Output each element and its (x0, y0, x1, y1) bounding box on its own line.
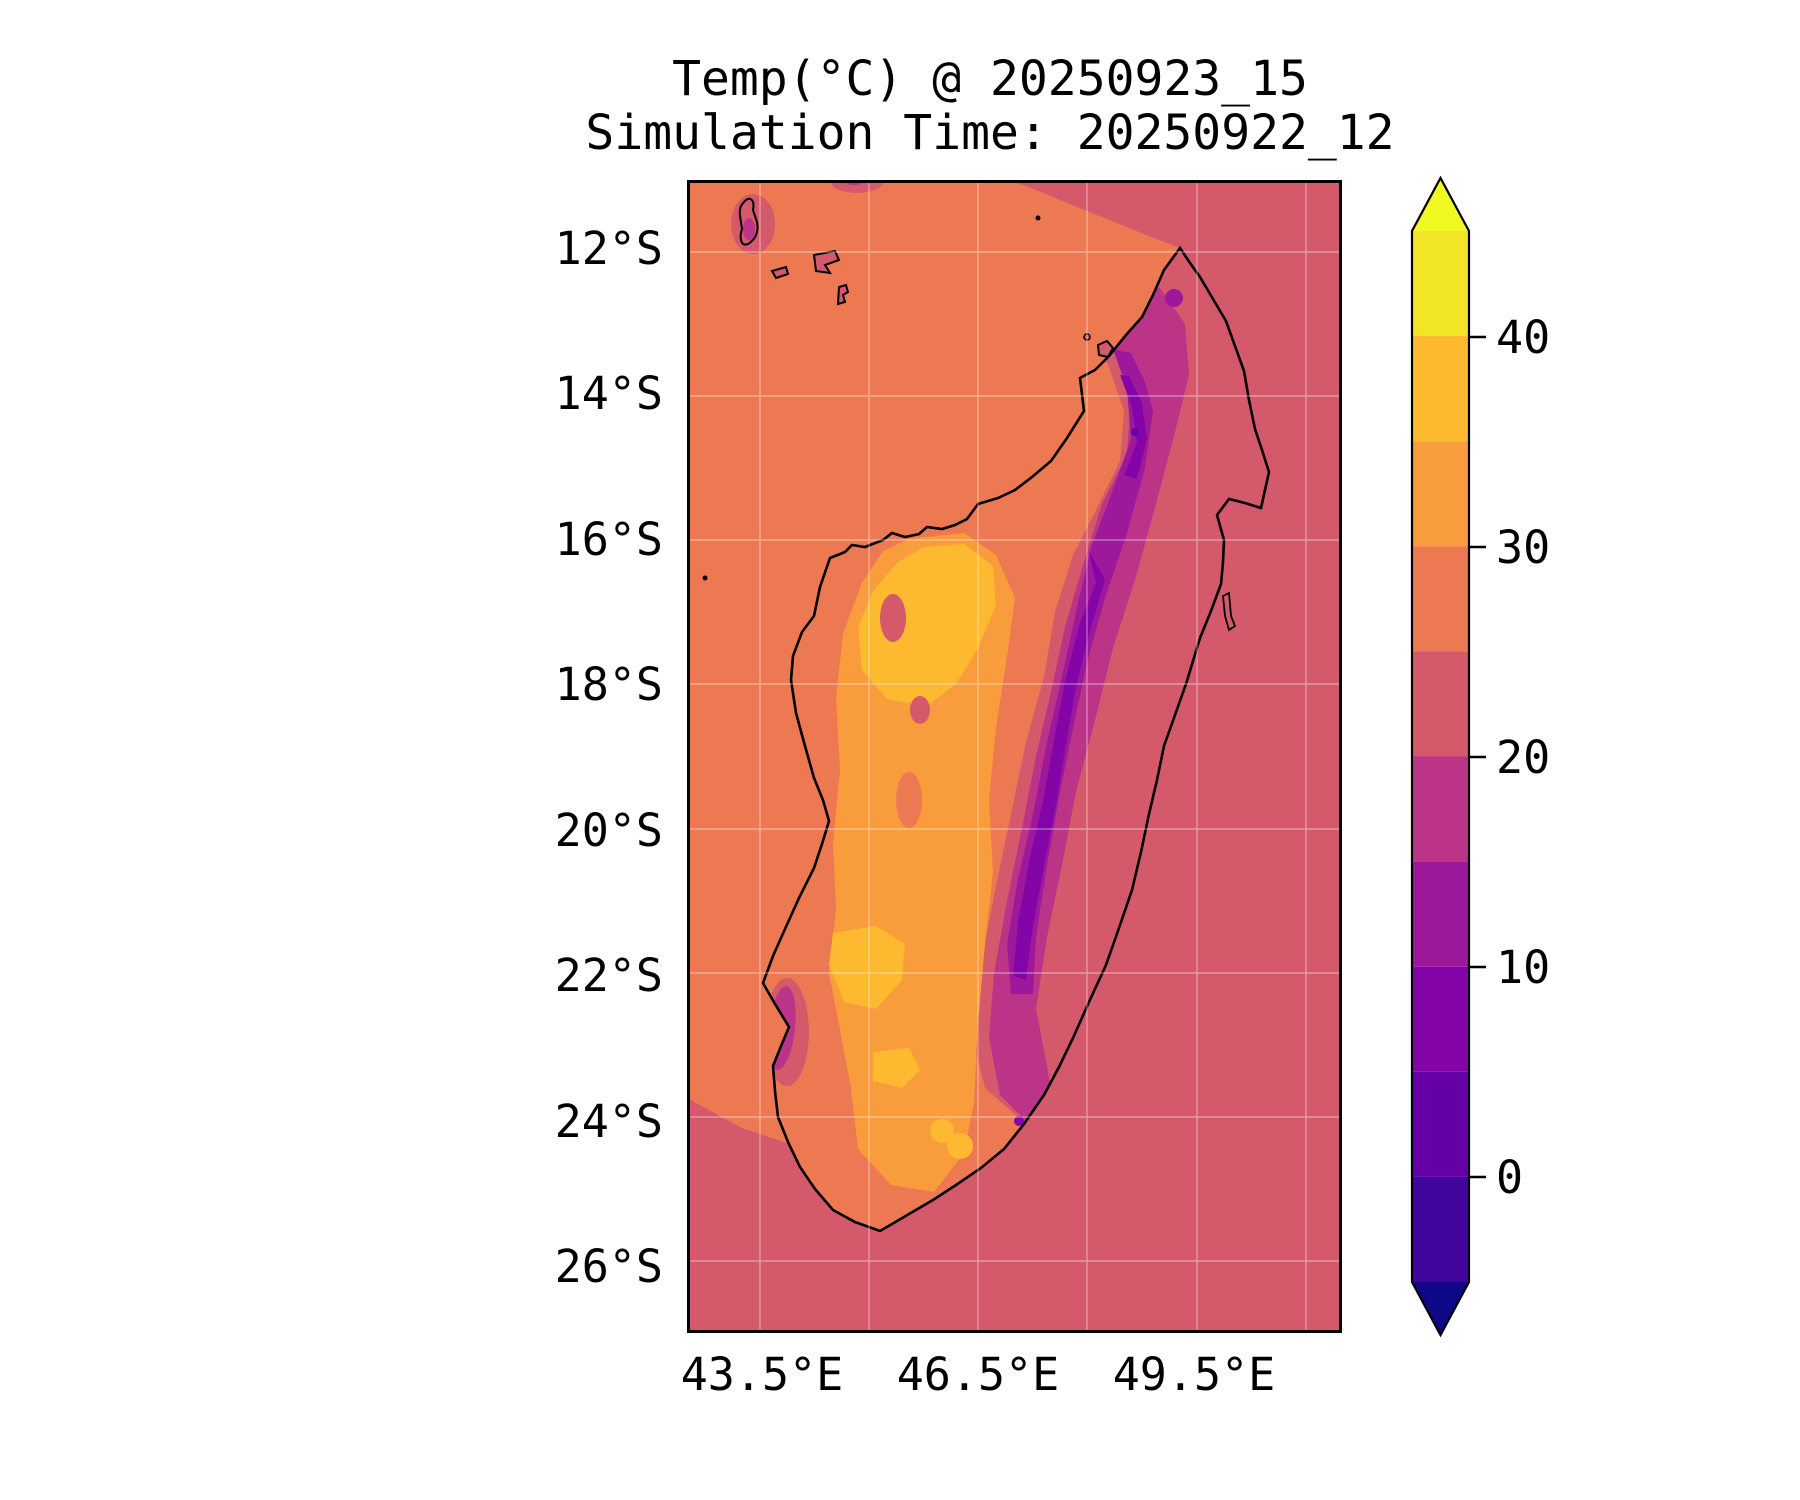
colorbar-tick-marks (1469, 335, 1486, 1179)
y-tick-label-14s: 14°S (554, 367, 663, 420)
land-warm-pockets (896, 772, 922, 828)
colorbar-svg (1410, 175, 1486, 1338)
colorbar-tick-label-0: 0 (1496, 1151, 1524, 1204)
figure-subtitle: Simulation Time: 20250922_12 (585, 105, 1395, 161)
colorbar-band-25-30 (1412, 546, 1469, 652)
colorbar-band-m5-0 (1412, 1176, 1469, 1282)
colorbar-tick-label-10: 10 (1496, 941, 1551, 994)
x-tick-label-46-5e: 46.5°E (896, 1348, 1060, 1401)
sainte-marie-island (1222, 591, 1237, 632)
coastline (761, 245, 1271, 1233)
colorbar-band-20-25 (1412, 651, 1469, 757)
colorbar-band-35-40 (1412, 336, 1469, 442)
x-tick-label-49-5e: 49.5°E (1112, 1348, 1276, 1401)
map-plot (687, 180, 1342, 1333)
land-cool-pockets (880, 594, 930, 724)
colorbar-band-15-20 (1412, 756, 1469, 862)
colorbar-band-5-10 (1412, 966, 1469, 1072)
y-tick-label-20s: 20°S (554, 804, 663, 857)
land-band-30-35 (829, 533, 1015, 1192)
colorbar-outline (1410, 175, 1471, 1338)
map-gridlines (687, 180, 1342, 1333)
colorbar-tick-label-30: 30 (1496, 521, 1551, 574)
land-temperature-bands (765, 248, 1269, 1231)
y-tick-label-26s: 26°S (554, 1240, 663, 1293)
colorbar-extend-high (1412, 178, 1469, 231)
x-tick-label-43-5e: 43.5°E (680, 1348, 844, 1401)
small-islet (1083, 333, 1091, 341)
colorbar-band-30-35 (1412, 441, 1469, 547)
moheli-island (770, 265, 790, 280)
colorbar-band-0-5 (1412, 1071, 1469, 1177)
figure-title-block: Temp(°C) @ 20250923_15 Simulation Time: … (290, 52, 1690, 160)
land-coldest-speck (1131, 428, 1139, 436)
grande-comore-cold-core (743, 218, 755, 240)
tiny-islands-dots (702, 215, 1041, 581)
y-tick-label-12s: 12°S (554, 222, 663, 275)
colorbar-tick-label-20: 20 (1496, 731, 1551, 784)
figure-title: Temp(°C) @ 20250923_15 (672, 51, 1308, 107)
land-band-5-10 (1013, 375, 1147, 1126)
y-tick-label-22s: 22°S (554, 949, 663, 1002)
y-tick-label-24s: 24°S (554, 1095, 663, 1148)
map-frame (687, 180, 1342, 1333)
y-tick-label-18s: 18°S (554, 658, 663, 711)
y-tick-label-16s: 16°S (554, 513, 663, 566)
colorbar (1383, 160, 1603, 1410)
colorbar-band-40-45 (1412, 231, 1469, 337)
contour-map-svg (687, 180, 1342, 1333)
mayotte-island (836, 283, 850, 306)
anjouan-island (812, 249, 841, 275)
colorbar-extend-low (1412, 1282, 1469, 1335)
colorbar-band-10-15 (1412, 861, 1469, 967)
colorbar-tick-label-40: 40 (1496, 311, 1551, 364)
land-band-35-40 (829, 544, 996, 1159)
